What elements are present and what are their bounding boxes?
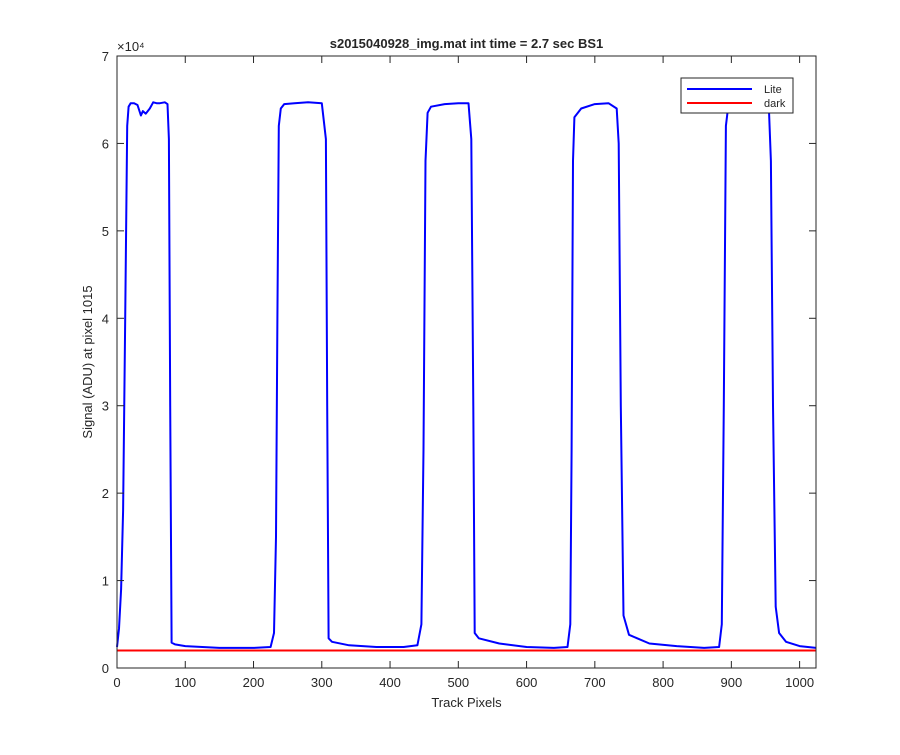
y-tick-label: 7 <box>102 49 109 64</box>
x-tick-label: 800 <box>652 675 674 690</box>
x-axis-label: Track Pixels <box>431 695 502 710</box>
plot-frame <box>116 55 817 669</box>
y-tick-label: 6 <box>102 136 109 151</box>
x-tick-label: 100 <box>174 675 196 690</box>
y-tick-label: 2 <box>102 486 109 501</box>
x-tick-label: 300 <box>311 675 333 690</box>
legend-box <box>680 77 794 114</box>
ticks-layer: 0 100 200 300 400 500 600 700 800 900 1000 0 1 2 3 4 5 6 7 <box>102 49 816 690</box>
y-tick-label: 5 <box>102 224 109 239</box>
y-tick-label: 3 <box>102 399 109 414</box>
chart-title: s2015040928_img.mat int time = 2.7 sec B… <box>330 36 604 51</box>
x-tick-label: 1000 <box>785 675 814 690</box>
legend: Lite dark <box>680 77 794 114</box>
x-tick-label: 200 <box>243 675 265 690</box>
x-tick-label: 500 <box>447 675 469 690</box>
x-tick-label: 700 <box>584 675 606 690</box>
legend-label-dark: dark <box>764 98 786 110</box>
y-exponent-label: ×10⁴ <box>117 39 145 54</box>
x-tick-label: 400 <box>379 675 401 690</box>
y-tick-label: 0 <box>102 661 109 676</box>
x-tick-label: 900 <box>721 675 743 690</box>
y-axis-label: Signal (ADU) at pixel 1015 <box>80 285 95 438</box>
series-line-lite <box>116 101 817 649</box>
y-tick-label: 1 <box>102 574 109 589</box>
plot-background <box>117 56 816 668</box>
series-layer <box>116 101 817 652</box>
x-tick-label: 600 <box>516 675 538 690</box>
legend-label-lite: Lite <box>764 84 782 96</box>
x-tick-label: 0 <box>113 675 120 690</box>
y-tick-label: 4 <box>102 311 109 326</box>
